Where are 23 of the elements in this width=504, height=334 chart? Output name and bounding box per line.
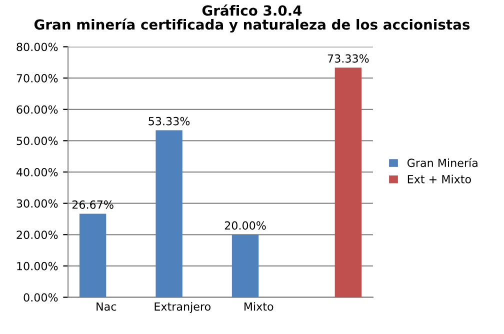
x-tick-label: Nac [96,302,116,311]
y-tick-label: 30.00% [16,199,58,208]
bar [79,214,106,298]
y-tick-label: 80.00% [16,42,58,52]
legend-label: Ext + Mixto [408,174,471,184]
bar [334,68,362,298]
data-label: 73.33% [328,54,369,63]
data-label: 26.67% [72,200,114,209]
legend-label: Gran Minería [407,158,478,168]
data-label: 20.00% [224,221,266,230]
bar [232,234,259,298]
y-tick-label: 0.00% [24,293,58,302]
y-tick-label: 70.00% [16,74,58,82]
y-tick-label: 10.00% [17,262,58,270]
x-tick-label: Extranjero [154,302,210,313]
data-label: 53.33% [148,116,190,126]
x-tick-label: Mixto [244,302,274,311]
y-tick-label: 20.00% [16,230,58,240]
y-tick-label: 50.00% [16,136,58,146]
bar [156,130,182,298]
y-tick-label: 60.00% [16,105,58,114]
y-tick-label: 40.00% [16,168,58,176]
chart-title: Gráfico 3.0.4 Gran minería certificada y naturaleza de los accionistas [34,4,470,33]
